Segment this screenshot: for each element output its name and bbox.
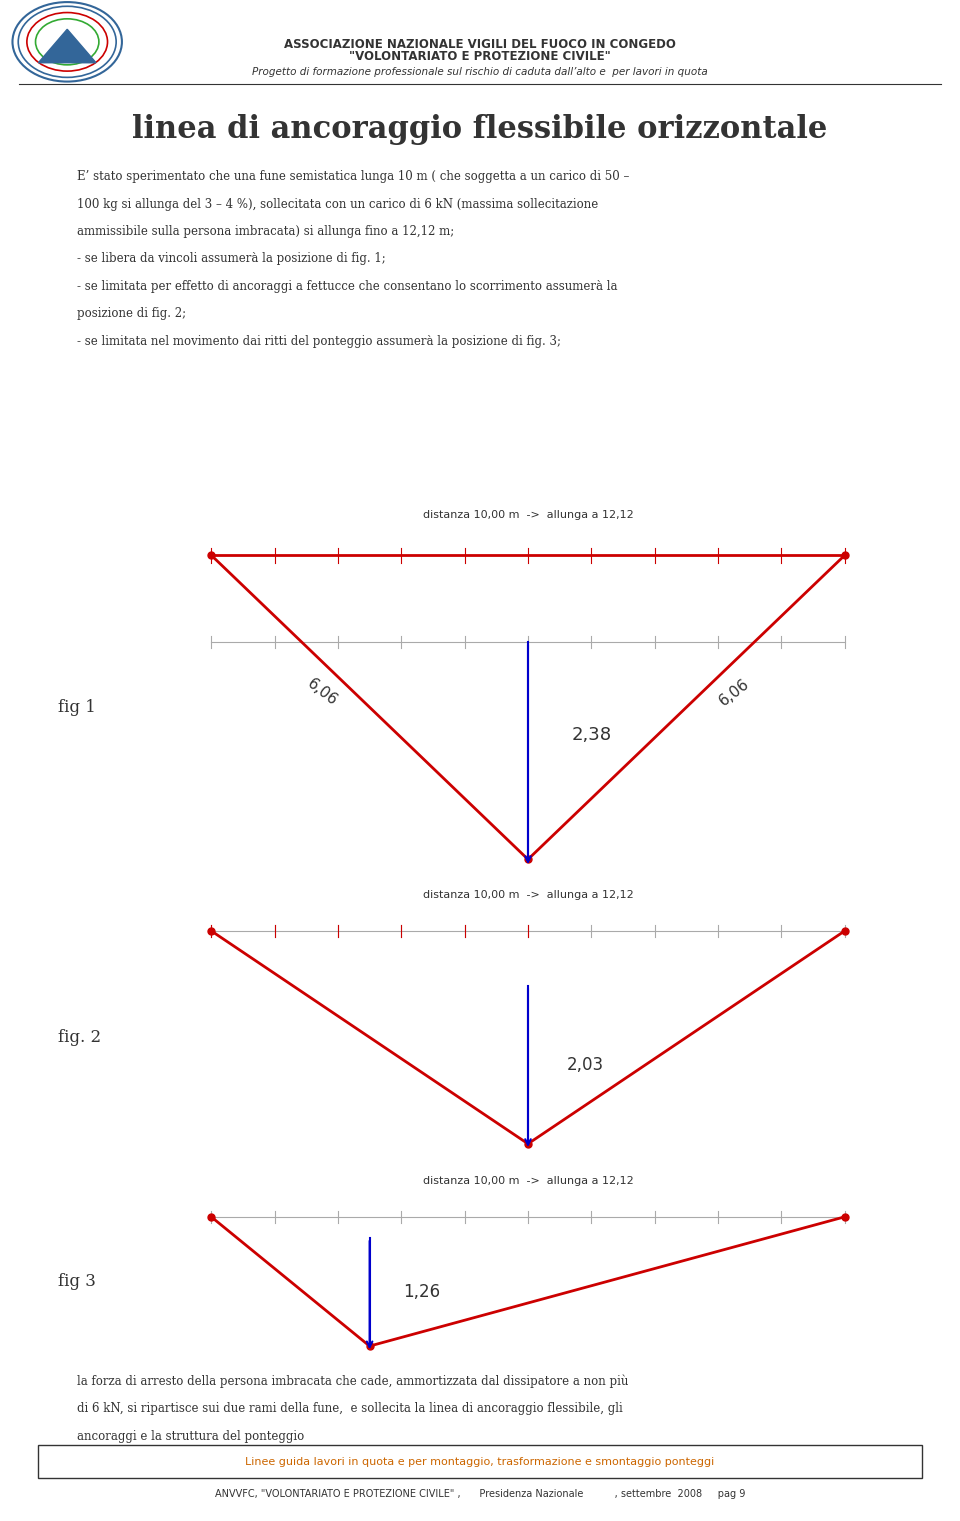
Text: 100 kg si allunga del 3 – 4 %), sollecitata con un carico di 6 kN (massima solle: 100 kg si allunga del 3 – 4 %), sollecit… [77, 198, 598, 211]
Text: fig 1: fig 1 [58, 698, 95, 716]
Text: E’ stato sperimentato che una fune semistatica lunga 10 m ( che soggetta a un ca: E’ stato sperimentato che una fune semis… [77, 170, 629, 184]
Text: distanza 10,00 m  ->  allunga a 12,12: distanza 10,00 m -> allunga a 12,12 [422, 890, 634, 900]
Text: 6,06: 6,06 [716, 675, 752, 709]
Text: Progetto di formazione professionale sul rischio di caduta dall’alto e  per lavo: Progetto di formazione professionale sul… [252, 67, 708, 78]
Text: 2,03: 2,03 [566, 1056, 604, 1074]
Text: distanza 10,00 m  ->  allunga a 12,12: distanza 10,00 m -> allunga a 12,12 [422, 1176, 634, 1186]
Text: 2,38: 2,38 [571, 727, 612, 744]
Text: "VOLONTARIATO E PROTEZIONE CIVILE": "VOLONTARIATO E PROTEZIONE CIVILE" [349, 50, 611, 64]
Text: posizione di fig. 2;: posizione di fig. 2; [77, 307, 186, 321]
Bar [38, 1445, 922, 1478]
Text: di 6 kN, si ripartisce sui due rami della fune,  e sollecita la linea di ancorag: di 6 kN, si ripartisce sui due rami dell… [77, 1402, 622, 1416]
Text: ancoraggi e la struttura del ponteggio: ancoraggi e la struttura del ponteggio [77, 1430, 304, 1443]
Text: ammissibile sulla persona imbracata) si allunga fino a 12,12 m;: ammissibile sulla persona imbracata) si … [77, 225, 454, 239]
Text: fig 3: fig 3 [58, 1273, 95, 1290]
Text: la forza di arresto della persona imbracata che cade, ammortizzata dal dissipato: la forza di arresto della persona imbrac… [77, 1375, 628, 1389]
Text: linea di ancoraggio flessibile orizzontale: linea di ancoraggio flessibile orizzonta… [132, 114, 828, 144]
Polygon shape [38, 29, 96, 62]
Text: - se libera da vincoli assumerà la posizione di fig. 1;: - se libera da vincoli assumerà la posiz… [77, 252, 386, 266]
Text: ANVVFC, "VOLONTARIATO E PROTEZIONE CIVILE" ,      Presidenza Nazionale          : ANVVFC, "VOLONTARIATO E PROTEZIONE CIVIL… [215, 1489, 745, 1498]
Text: Linee guida lavori in quota e per montaggio, trasformazione e smontaggio pontegg: Linee guida lavori in quota e per montag… [246, 1457, 714, 1466]
Text: 1,26: 1,26 [403, 1284, 441, 1300]
Text: - se limitata per effetto di ancoraggi a fettucce che consentano lo scorrimento : - se limitata per effetto di ancoraggi a… [77, 280, 617, 294]
Text: 6,06: 6,06 [304, 675, 340, 709]
Text: - se limitata nel movimento dai ritti del ponteggio assumerà la posizione di fig: - se limitata nel movimento dai ritti de… [77, 335, 561, 348]
Text: ASSOCIAZIONE NAZIONALE VIGILI DEL FUOCO IN CONGEDO: ASSOCIAZIONE NAZIONALE VIGILI DEL FUOCO … [284, 38, 676, 52]
Text: fig. 2: fig. 2 [58, 1028, 101, 1046]
Text: distanza 10,00 m  ->  allunga a 12,12: distanza 10,00 m -> allunga a 12,12 [422, 510, 634, 520]
